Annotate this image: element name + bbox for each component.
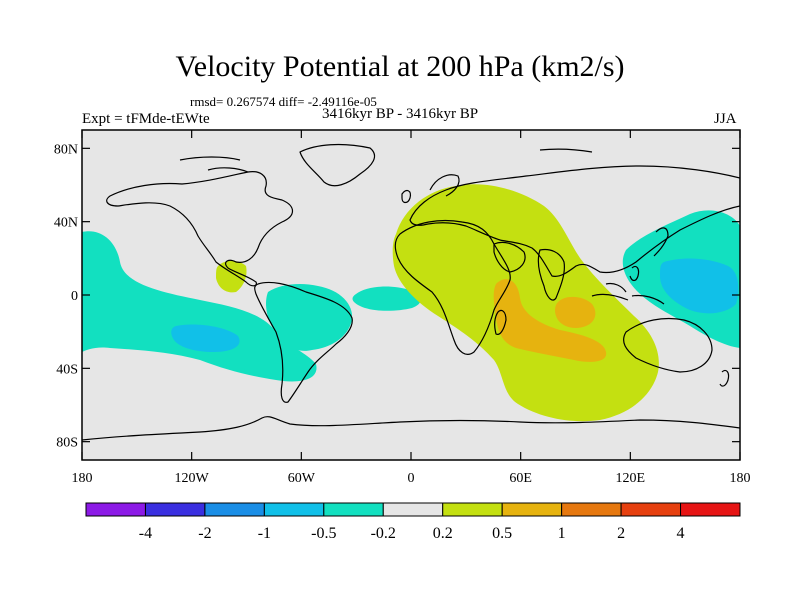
coastline-africa xyxy=(394,219,511,355)
lon-tick-label: 120E xyxy=(616,471,646,486)
negative-core-pacific xyxy=(171,324,240,352)
colorbar-label: -4 xyxy=(139,525,152,542)
colorbar-swatch xyxy=(382,502,444,517)
lat-tick-label: 80N xyxy=(54,142,78,157)
colorbar-label: -1 xyxy=(258,525,271,542)
colorbar-swatch xyxy=(85,502,146,517)
colorbar-label: 4 xyxy=(677,525,685,542)
coastline-south-america xyxy=(254,281,353,403)
colorbar-swatch xyxy=(620,502,682,517)
positive-core-east-indian-ocean xyxy=(555,296,596,328)
lon-tick-label: 60W xyxy=(288,471,316,486)
lon-tick-label: 60E xyxy=(509,471,532,486)
coastline-scandinavia xyxy=(429,174,460,197)
colorbar-label: 2 xyxy=(617,525,625,542)
colorbar-swatch xyxy=(204,502,265,517)
coastline-australia xyxy=(623,317,713,373)
lon-tick-label: 0 xyxy=(408,471,415,486)
coastline-new-zealand xyxy=(719,369,730,387)
longitude-axis: 180 120W 60W 0 60E 120E 180 xyxy=(72,130,751,486)
colorbar-label: 1 xyxy=(558,525,566,542)
coastline-arctic-islands xyxy=(179,148,593,173)
positive-region-central-america xyxy=(216,260,247,293)
colorbar-swatch xyxy=(561,502,622,517)
coastlines xyxy=(82,143,740,441)
coastline-arabia xyxy=(493,241,526,273)
lat-tick-label: 0 xyxy=(71,289,78,304)
colorbar-label: -2 xyxy=(198,525,211,542)
coastline-indonesia xyxy=(591,282,665,305)
colorbar-label: 0.5 xyxy=(492,525,512,542)
map-title: Velocity Potential at 200 hPa (km2/s) xyxy=(175,50,625,83)
stats-label: rmsd= 0.267574 diff= -2.49116e-05 xyxy=(190,94,377,109)
colorbar-swatch xyxy=(680,502,741,517)
coastline-philippines xyxy=(629,265,640,282)
lon-tick-label: 180 xyxy=(72,471,93,486)
lat-tick-label: 40N xyxy=(54,216,78,231)
colorbar-swatch xyxy=(442,502,503,517)
colorbar: -4 -2 -1 -0.5 -0.2 0.2 0.5 1 2 4 xyxy=(85,502,741,542)
lon-tick-label: 120W xyxy=(175,471,210,486)
colorbar-swatch xyxy=(263,502,325,517)
colorbar-swatch xyxy=(501,502,563,517)
lat-tick-label: 80S xyxy=(56,436,78,451)
coastline-greenland xyxy=(299,143,375,187)
coastline-madagascar xyxy=(494,309,507,335)
lat-tick-label: 40S xyxy=(56,362,78,377)
colorbar-swatch xyxy=(323,502,384,517)
colorbar-label: 0.2 xyxy=(433,525,453,542)
coastline-uk xyxy=(401,189,411,204)
negative-core-west-pacific xyxy=(660,258,739,314)
lon-tick-label: 180 xyxy=(730,471,751,486)
coastline-north-america xyxy=(106,171,294,287)
positive-core-west-indian-ocean xyxy=(493,279,607,362)
season-label: JJA xyxy=(714,111,737,127)
latitude-axis: 80N 40N 0 40S 80S xyxy=(54,142,740,451)
coastline-eurasia xyxy=(409,165,740,277)
period-label: 3416kyr BP - 3416kyr BP xyxy=(322,106,479,122)
colorbar-label: -0.5 xyxy=(311,525,336,542)
positive-region-afro-asia xyxy=(392,184,659,422)
colorbar-swatch xyxy=(144,502,206,517)
experiment-label: Expt = tFMde-tEWte xyxy=(82,111,210,127)
colorbar-label: -0.2 xyxy=(371,525,396,542)
negative-region-atlantic xyxy=(352,286,421,311)
coastline-antarctica xyxy=(82,416,740,441)
coastline-india xyxy=(537,248,565,301)
coastline-japan xyxy=(653,227,669,257)
